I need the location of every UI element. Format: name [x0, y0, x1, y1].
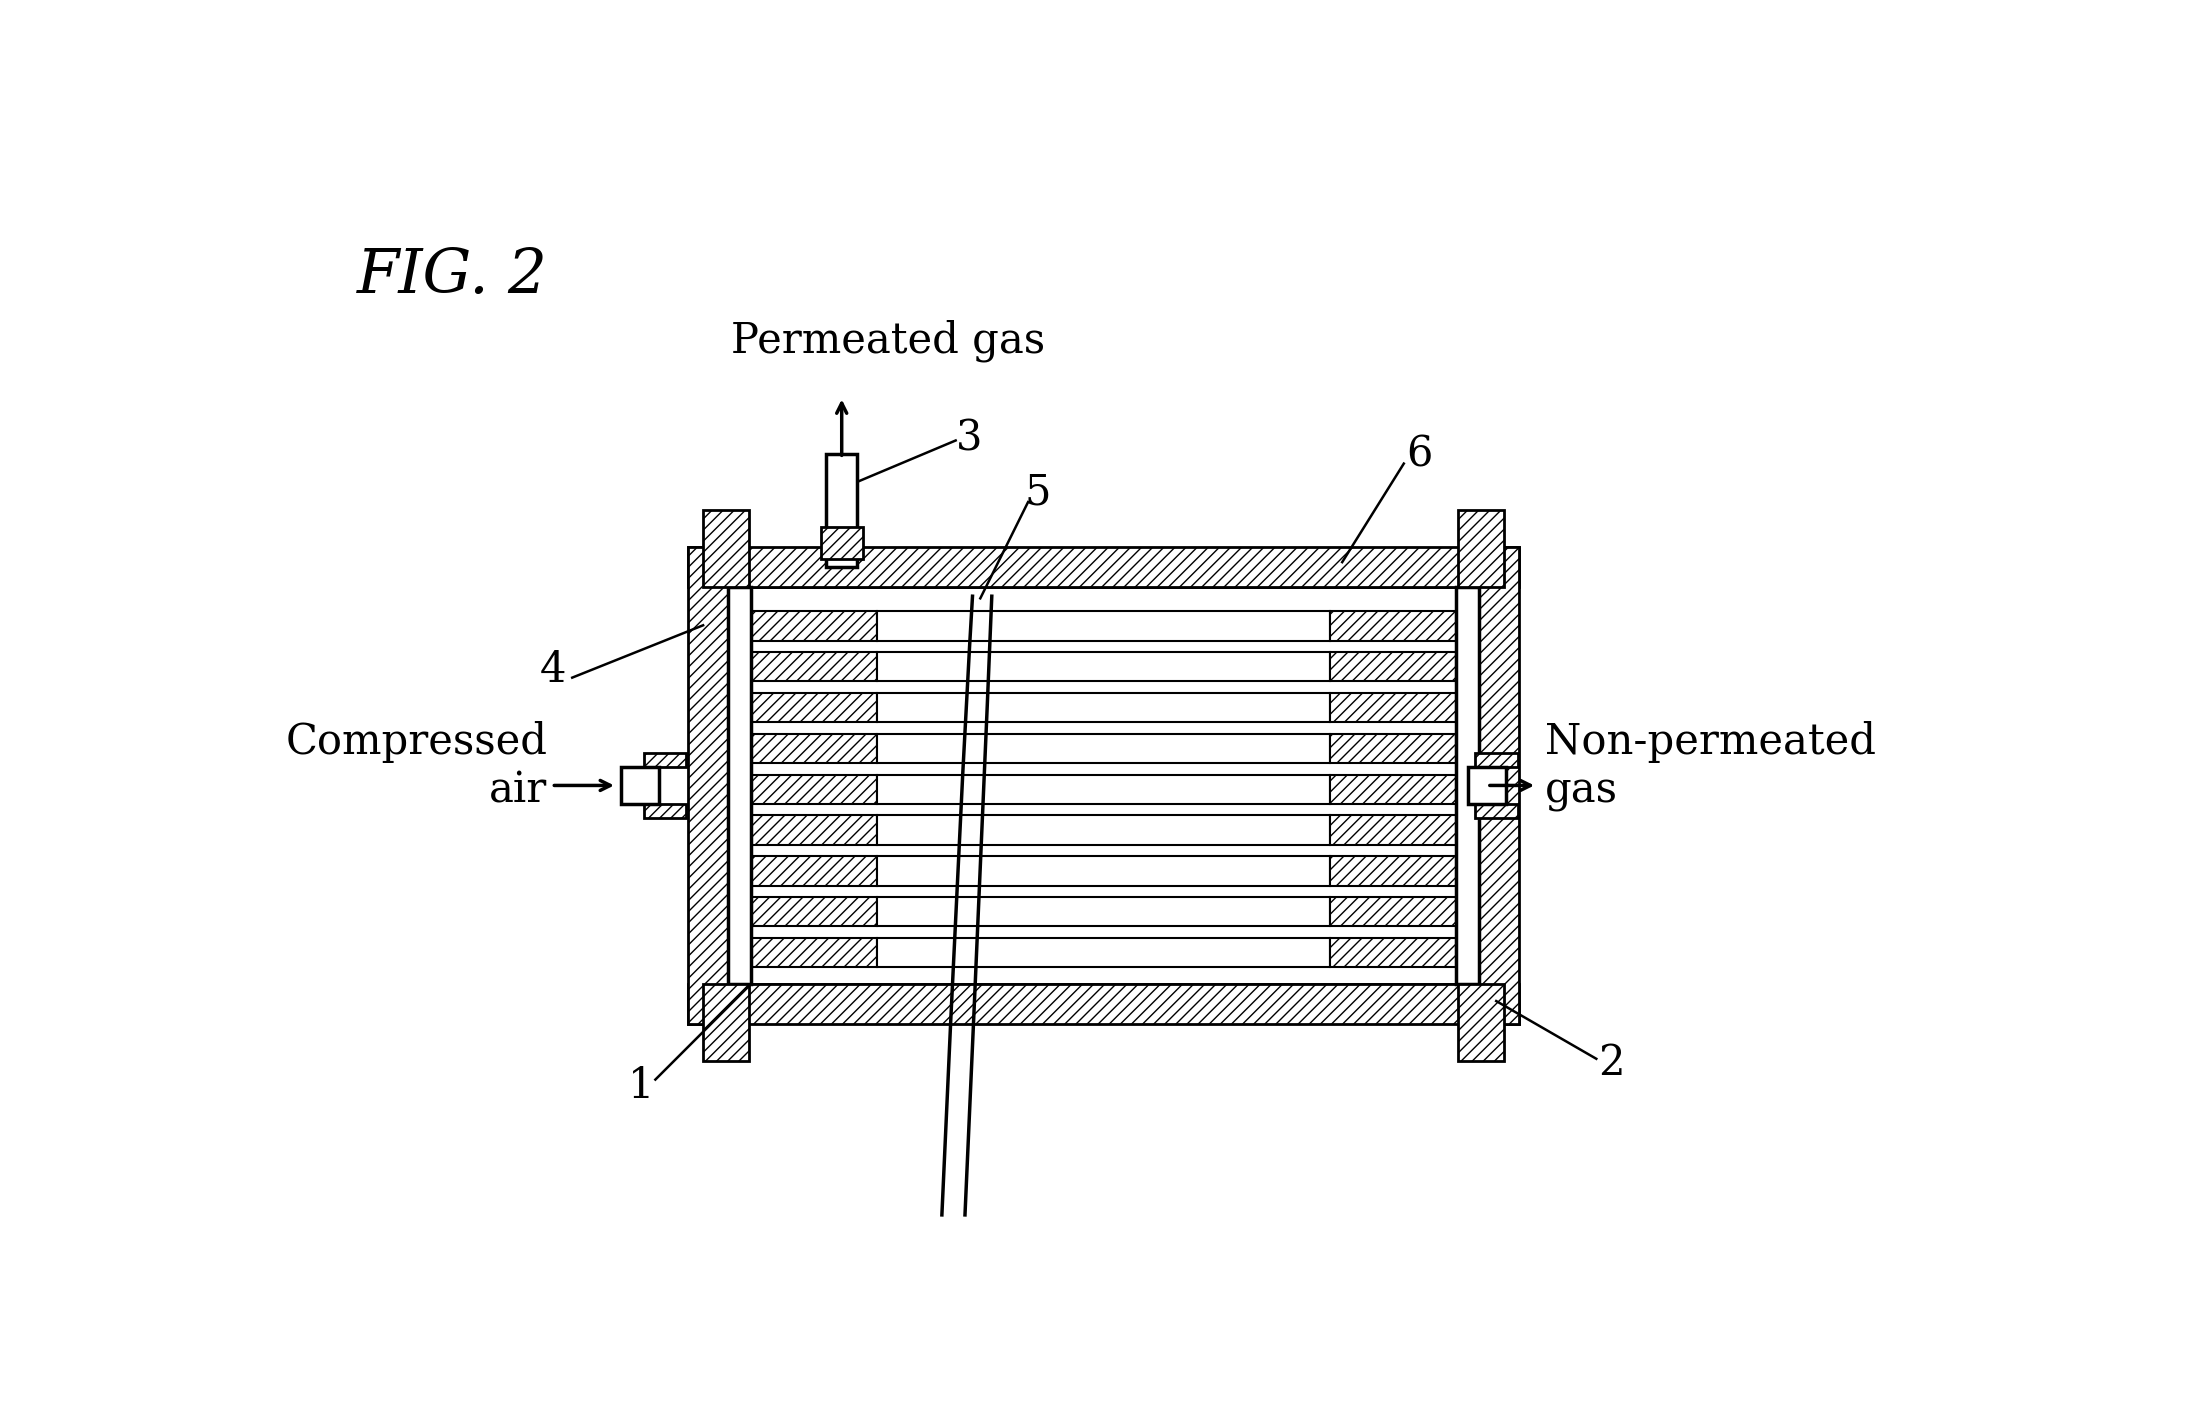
Bar: [1476, 753, 1518, 767]
Text: 3: 3: [956, 418, 982, 460]
Bar: [1329, 734, 1456, 762]
Bar: [750, 693, 877, 723]
Bar: [750, 856, 877, 885]
Bar: [728, 587, 750, 984]
Bar: [750, 938, 877, 967]
Bar: [877, 693, 1329, 723]
Bar: [877, 897, 1329, 926]
Text: Permeated gas: Permeated gas: [730, 319, 1046, 361]
Bar: [1329, 816, 1456, 844]
Bar: [704, 510, 750, 587]
Text: Non-permeated
gas: Non-permeated gas: [1544, 720, 1875, 812]
Bar: [750, 816, 877, 844]
Bar: [1329, 938, 1456, 967]
Bar: [877, 775, 1329, 803]
Bar: [1329, 897, 1456, 926]
Bar: [750, 897, 877, 926]
Bar: [1329, 693, 1456, 723]
Text: FIG. 2: FIG. 2: [357, 247, 548, 306]
Bar: [877, 856, 1329, 885]
Bar: [877, 611, 1329, 641]
Text: 1: 1: [629, 1065, 656, 1107]
Bar: [1476, 803, 1518, 818]
Bar: [704, 984, 750, 1060]
Bar: [877, 816, 1329, 844]
Bar: [877, 938, 1329, 967]
Bar: [750, 734, 877, 762]
Bar: [1456, 587, 1480, 984]
Text: 2: 2: [1599, 1042, 1625, 1083]
Bar: [1480, 546, 1520, 1024]
Bar: [621, 767, 660, 803]
Bar: [645, 803, 686, 818]
Bar: [728, 587, 1480, 984]
Bar: [1329, 775, 1456, 803]
Bar: [645, 753, 686, 767]
Bar: [1329, 611, 1456, 641]
Bar: [820, 527, 864, 559]
Bar: [750, 652, 877, 682]
Bar: [689, 984, 1520, 1024]
Bar: [1467, 767, 1507, 803]
Text: Compressed
air: Compressed air: [285, 722, 548, 812]
Bar: [1329, 856, 1456, 885]
Bar: [877, 652, 1329, 682]
Bar: [750, 775, 877, 803]
Bar: [1458, 510, 1504, 587]
Bar: [877, 734, 1329, 762]
Bar: [1329, 652, 1456, 682]
Bar: [689, 546, 728, 1024]
Text: 6: 6: [1406, 433, 1432, 476]
Bar: [1458, 984, 1504, 1060]
Text: 4: 4: [539, 650, 566, 690]
Bar: [827, 455, 857, 566]
Bar: [750, 611, 877, 641]
Text: 5: 5: [1024, 472, 1050, 514]
Bar: [689, 546, 1520, 587]
